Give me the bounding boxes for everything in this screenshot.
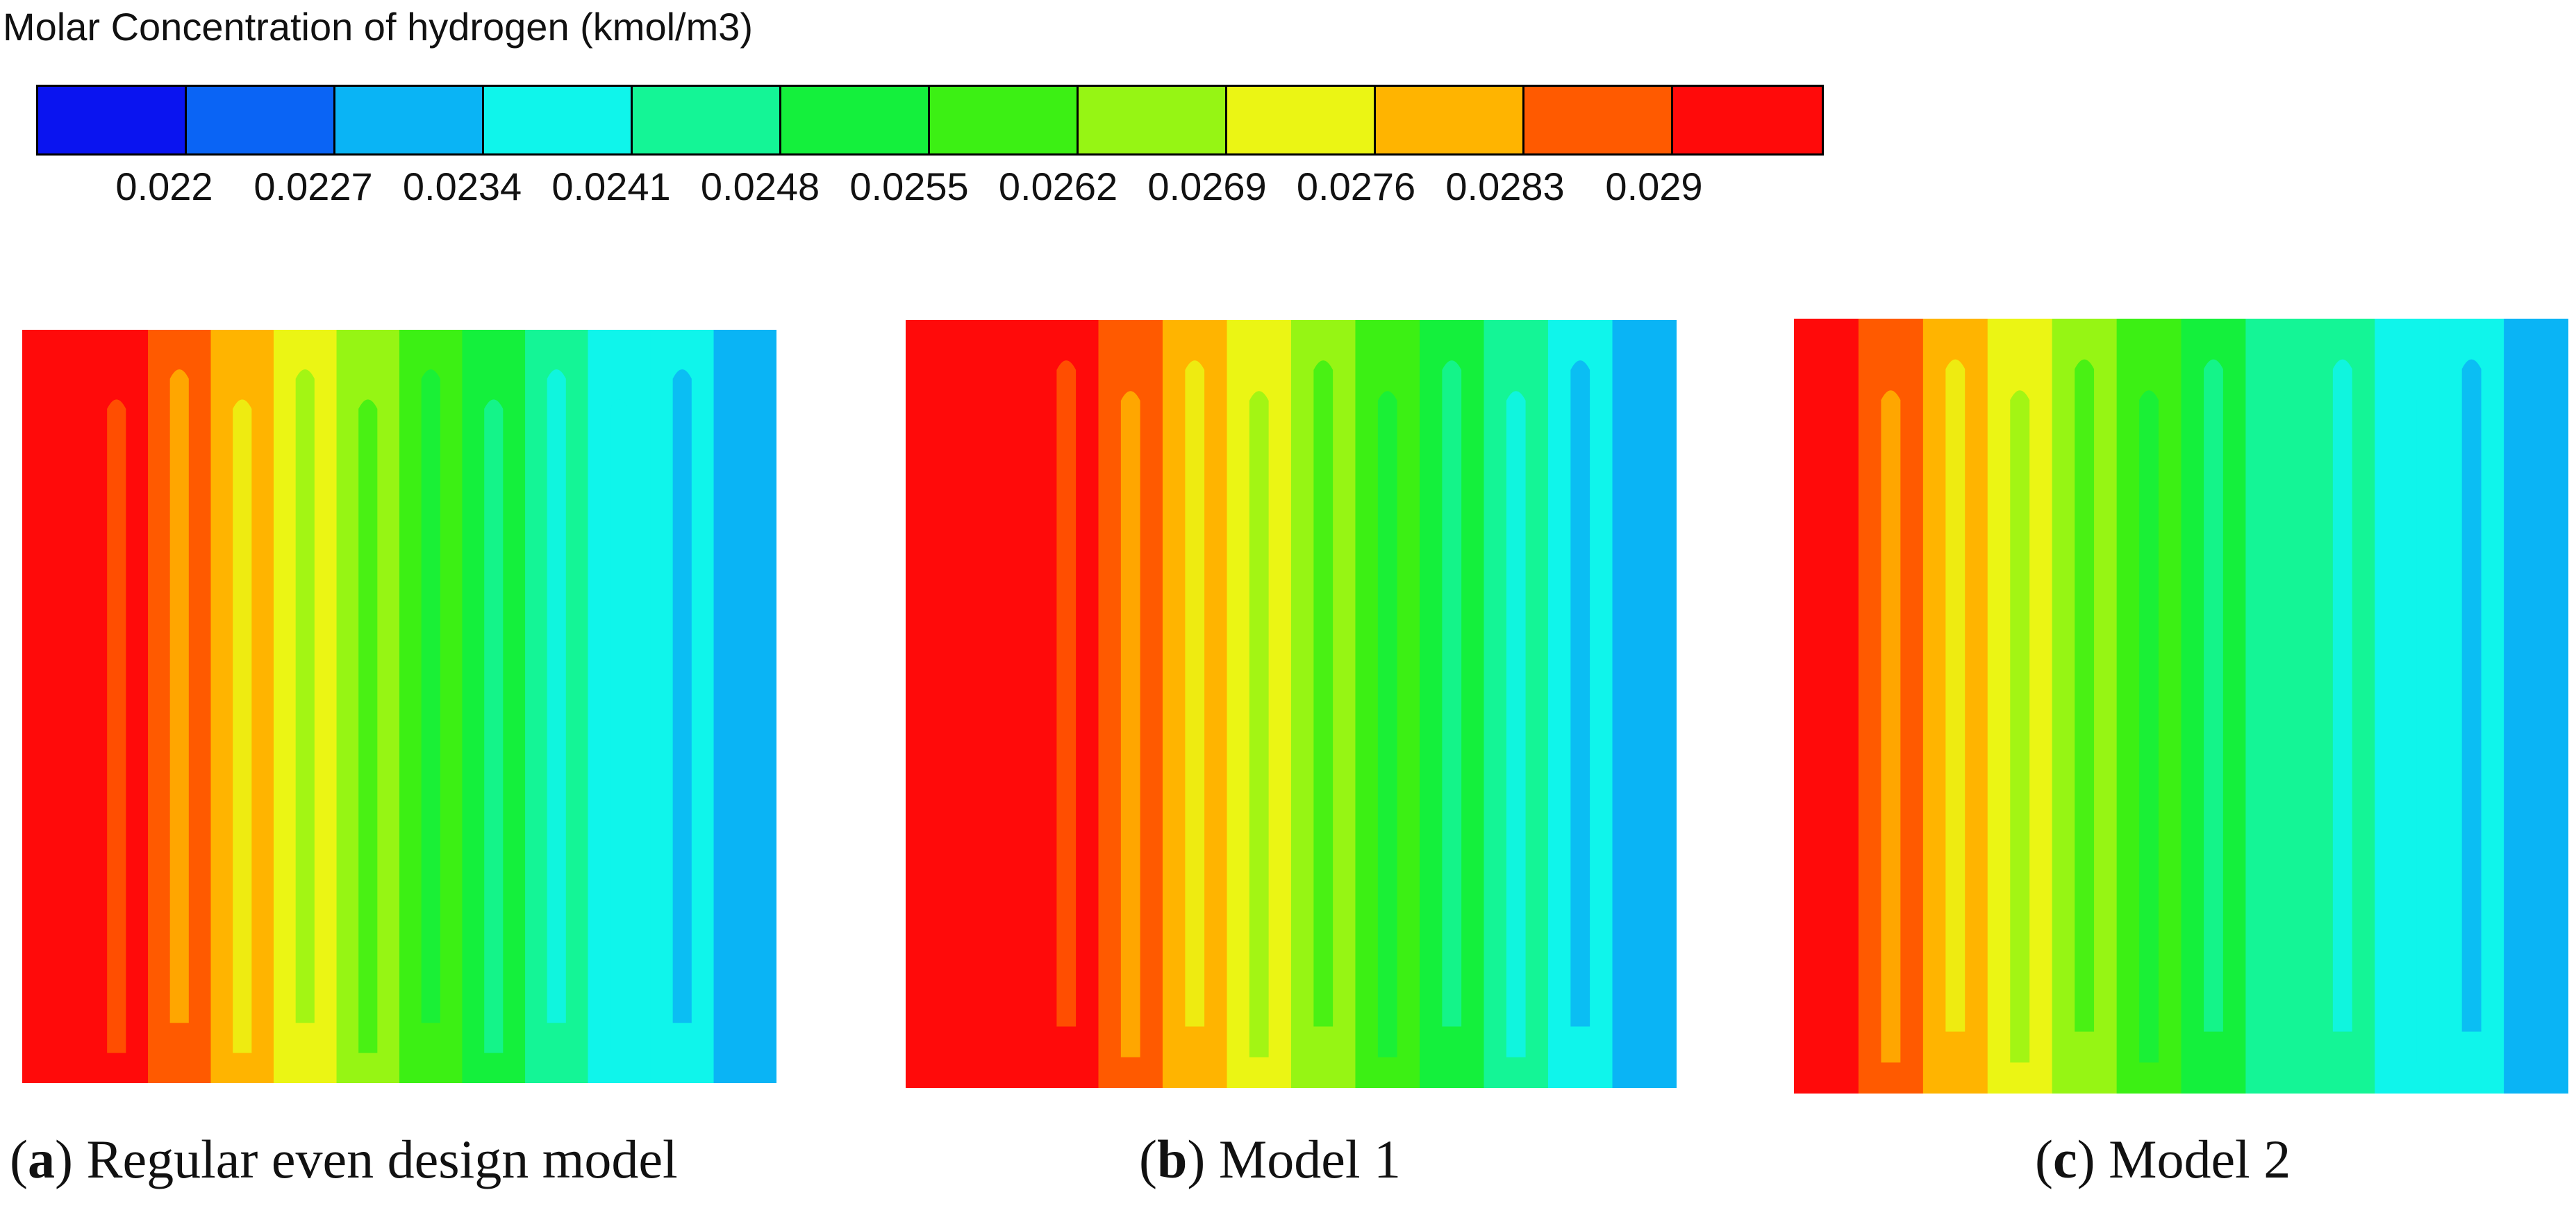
channel-contour bbox=[2010, 390, 2030, 1063]
colorbar-tick-label: 0.0248 bbox=[700, 165, 820, 208]
channel-contour bbox=[421, 369, 440, 1023]
contour-field bbox=[1794, 319, 2568, 1094]
colorbar-tick-label: 0.0276 bbox=[1296, 165, 1416, 208]
contour-band bbox=[713, 330, 776, 1083]
colorbar-tick-label: 0.0227 bbox=[254, 165, 373, 208]
contour-band bbox=[1612, 320, 1677, 1088]
channel-contour bbox=[1185, 360, 1205, 1027]
colorbar-tick-label: 0.0255 bbox=[849, 165, 969, 208]
channel-contour bbox=[2075, 359, 2095, 1032]
channel-contour bbox=[2397, 390, 2417, 1063]
channel-contour bbox=[2204, 359, 2223, 1032]
channel-contour bbox=[233, 399, 252, 1053]
channel-contour bbox=[1945, 359, 1966, 1032]
colorbar-tick-label: 0.0234 bbox=[402, 165, 522, 208]
contour-field bbox=[906, 320, 1677, 1088]
colorbar-segment bbox=[484, 87, 633, 153]
channel-contour bbox=[2139, 390, 2159, 1063]
channel-contour bbox=[107, 399, 126, 1053]
channel-contour bbox=[1056, 360, 1077, 1027]
channel-contour bbox=[169, 369, 189, 1023]
colorbar-segment bbox=[187, 87, 335, 153]
caption-b-text: ) Model 1 bbox=[1187, 1129, 1401, 1189]
contour-band bbox=[906, 320, 971, 1088]
colorbar-tick-label: 0.0241 bbox=[551, 165, 671, 208]
colorbar-segment bbox=[1673, 87, 1822, 153]
colorbar-segment bbox=[1227, 87, 1376, 153]
caption-a-letter: a bbox=[27, 1129, 55, 1189]
channel-contour bbox=[1881, 390, 1901, 1063]
channel-contour bbox=[484, 399, 504, 1053]
contour-band bbox=[22, 330, 86, 1083]
channel-contour bbox=[610, 399, 629, 1053]
colorbar-segment bbox=[335, 87, 484, 153]
colorbar-tick-label: 0.0283 bbox=[1445, 165, 1565, 208]
caption-a-text: ) Regular even design model bbox=[54, 1129, 678, 1189]
contour-plot-model-2 bbox=[1794, 319, 2568, 1094]
channel-contour bbox=[1570, 360, 1590, 1027]
colorbar-tick-label: 0.0269 bbox=[1147, 165, 1267, 208]
channel-contour bbox=[2461, 359, 2482, 1032]
contour-band bbox=[1794, 319, 1859, 1094]
colorbar-tick-label: 0.0262 bbox=[998, 165, 1118, 208]
channel-contour bbox=[672, 369, 692, 1023]
colorbar-segment bbox=[1524, 87, 1673, 153]
colorbar-segment bbox=[1079, 87, 1227, 153]
channel-contour bbox=[1442, 360, 1462, 1027]
legend-title: Molar Concentration of hydrogen (kmol/m3… bbox=[3, 5, 754, 49]
contour-plot-model-1 bbox=[906, 320, 1677, 1088]
channel-contour bbox=[2268, 390, 2288, 1063]
colorbar-segment bbox=[1376, 87, 1524, 153]
colorbar-segment bbox=[781, 87, 930, 153]
contour-plot-regular-even-design bbox=[22, 330, 776, 1083]
contour-band bbox=[2504, 319, 2568, 1094]
channel-contour bbox=[1120, 391, 1140, 1057]
colorbar-tick-label: 0.029 bbox=[1605, 165, 1703, 208]
caption-b-letter: b bbox=[1156, 1129, 1188, 1189]
channel-contour bbox=[1249, 391, 1269, 1057]
caption-a: (a) Regular even design model bbox=[10, 1129, 678, 1189]
channel-contour bbox=[2332, 359, 2352, 1032]
channel-contour bbox=[547, 369, 566, 1023]
colorbar-segment bbox=[38, 87, 187, 153]
channel-contour bbox=[1313, 360, 1333, 1027]
contour-field bbox=[22, 330, 776, 1083]
channel-contour bbox=[1377, 391, 1397, 1057]
caption-c-letter: c bbox=[2052, 1129, 2077, 1189]
channel-contour bbox=[1506, 391, 1526, 1057]
colorbar-segment bbox=[930, 87, 1079, 153]
colorbar-tick-labels: 0.022 0.0227 0.0234 0.0241 0.0248 0.0255 0.026… bbox=[0, 164, 1875, 219]
colorbar bbox=[36, 85, 1824, 156]
channel-contour bbox=[295, 369, 315, 1023]
channel-contour bbox=[992, 391, 1012, 1057]
caption-b: (b) Model 1 bbox=[1139, 1129, 1401, 1189]
colorbar-segment bbox=[633, 87, 781, 153]
caption-c-text: ) Model 2 bbox=[2077, 1129, 2291, 1189]
caption-c: (c) Model 2 bbox=[2035, 1129, 2291, 1189]
colorbar-tick-label: 0.022 bbox=[115, 165, 213, 208]
channel-contour bbox=[358, 399, 378, 1053]
